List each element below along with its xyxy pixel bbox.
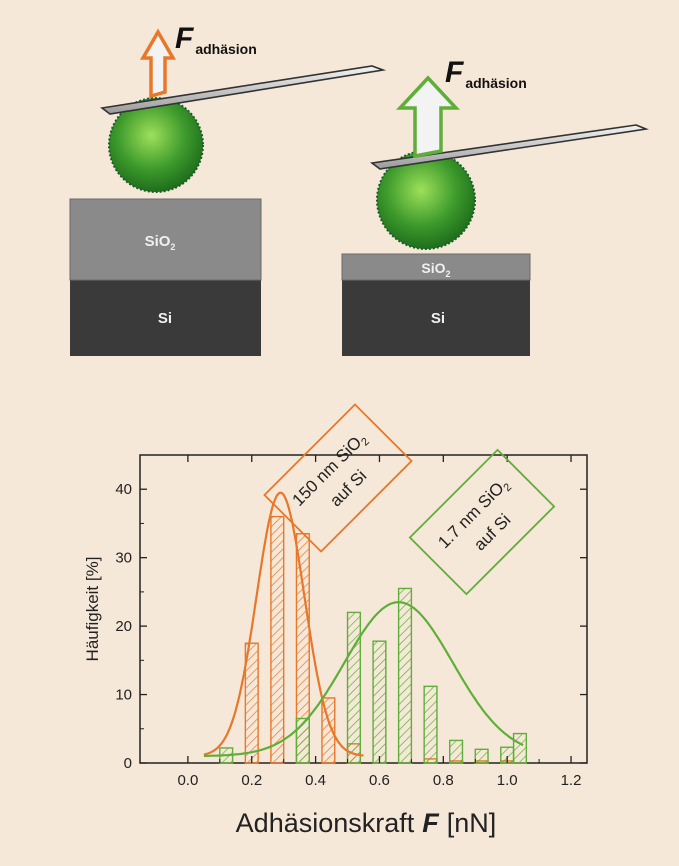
green-bar (512, 732, 528, 764)
y-axis-label: Häufigkeit [%] (83, 557, 102, 662)
green-bar (474, 748, 489, 764)
plot-frame (139, 454, 588, 764)
green-bar (423, 685, 438, 764)
particle-left (108, 97, 204, 193)
y-tick-label: 10 (115, 687, 132, 704)
particle-right (376, 150, 476, 250)
y-tick-label: 0 (124, 755, 132, 772)
si-block-right (342, 280, 530, 356)
green-bar (397, 587, 413, 764)
x-tick-label: 0.2 (241, 772, 262, 789)
x-axis-label: Adhäsionskraft F [nN] (236, 808, 497, 838)
cantilever-right (369, 124, 650, 170)
histogram-chart: 0.0 0.2 0.4 0.6 0.8 1.0 1.2 0 10 20 30 40 Häufigke… (83, 403, 588, 838)
orange-bar (321, 697, 336, 764)
orange-bars (244, 515, 515, 764)
x-tick-label: 0.8 (433, 772, 454, 789)
orange-bar (270, 515, 285, 764)
force-arrow-left-icon (139, 28, 177, 99)
x-tick-label: 0.4 (305, 772, 326, 789)
sio2-label-left: SiO2 (145, 233, 176, 252)
x-tick-label: 1.0 (497, 772, 518, 789)
y-axis-ticks: 0 10 20 30 40 (115, 481, 587, 772)
legend-orange-150nm: 150 nm SiO2 auf Si (263, 403, 413, 553)
x-tick-label: 0.0 (177, 772, 198, 789)
sio2-layer-left (69, 198, 262, 281)
orange-fit-curve (203, 491, 364, 757)
force-arrow-right-icon (395, 75, 461, 159)
x-tick-label: 0.6 (369, 772, 390, 789)
green-fit-curve (203, 601, 524, 757)
si-label-left: Si (158, 310, 172, 327)
y-tick-label: 20 (115, 618, 132, 635)
x-tick-label: 1.2 (561, 772, 582, 789)
x-axis-ticks: 0.0 0.2 0.4 0.6 0.8 1.0 1.2 (177, 455, 581, 789)
y-tick-label: 40 (115, 481, 132, 498)
green-bar (372, 640, 387, 764)
si-block-left (70, 280, 261, 356)
green-bar (449, 739, 464, 764)
green-bar (295, 717, 310, 764)
legend-green-1-7nm: 1.7 nm SiO2 auf Si (408, 448, 556, 596)
y-tick-label: 30 (115, 550, 132, 567)
si-label-right: Si (431, 310, 445, 327)
cantilever-left (100, 65, 387, 115)
green-bar (346, 611, 362, 764)
sio2-layer-right (341, 253, 531, 281)
green-bars (219, 587, 528, 764)
sio2-label-right: SiO2 (421, 260, 450, 279)
